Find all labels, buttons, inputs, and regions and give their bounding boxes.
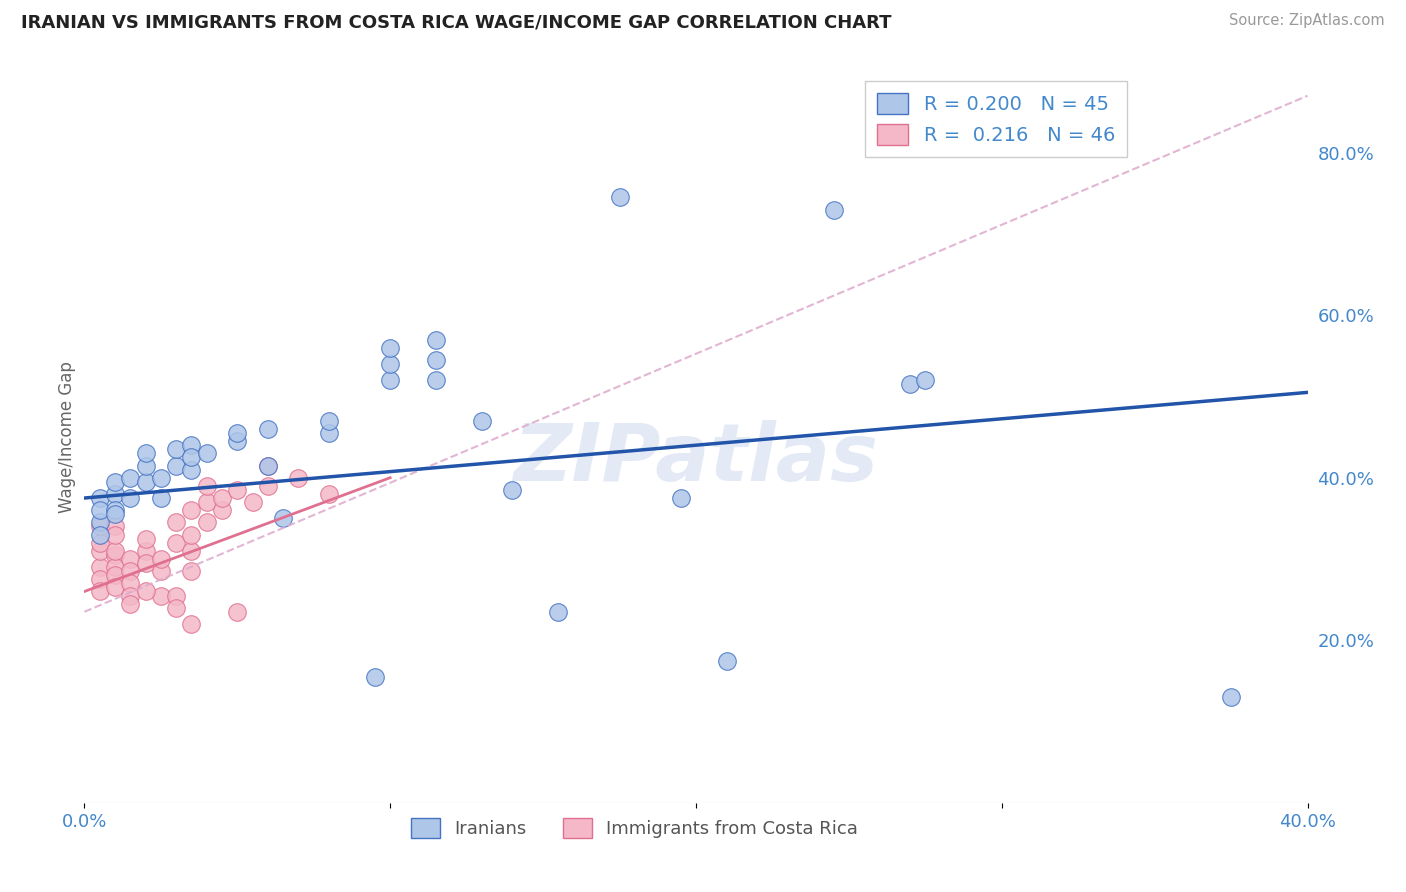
- Point: [195, 516, 218, 530]
- Text: Source: ZipAtlas.com: Source: ZipAtlas.com: [1229, 13, 1385, 29]
- Point: [1220, 690, 1243, 705]
- Point: [165, 600, 187, 615]
- Point: [287, 471, 309, 485]
- Point: [89, 516, 111, 530]
- Point: [380, 373, 402, 387]
- Point: [364, 670, 387, 684]
- Point: [669, 491, 692, 505]
- Point: [471, 414, 494, 428]
- Point: [547, 605, 569, 619]
- Point: [104, 475, 127, 489]
- Point: [120, 491, 142, 505]
- Point: [120, 471, 142, 485]
- Point: [318, 425, 340, 440]
- Point: [89, 544, 111, 558]
- Point: [211, 491, 233, 505]
- Point: [120, 576, 142, 591]
- Point: [135, 446, 157, 460]
- Point: [195, 495, 218, 509]
- Point: [104, 560, 127, 574]
- Point: [380, 341, 402, 355]
- Point: [257, 479, 280, 493]
- Point: [165, 458, 187, 473]
- Point: [104, 544, 127, 558]
- Point: [226, 605, 249, 619]
- Point: [165, 516, 187, 530]
- Point: [104, 487, 127, 501]
- Point: [180, 438, 202, 452]
- Point: [120, 589, 142, 603]
- Point: [226, 425, 249, 440]
- Point: [104, 568, 127, 582]
- Point: [120, 564, 142, 578]
- Point: [226, 434, 249, 449]
- Point: [257, 458, 280, 473]
- Point: [89, 572, 111, 586]
- Point: [180, 564, 202, 578]
- Point: [165, 589, 187, 603]
- Point: [242, 495, 264, 509]
- Point: [89, 503, 111, 517]
- Point: [104, 503, 127, 517]
- Point: [165, 535, 187, 549]
- Point: [257, 422, 280, 436]
- Point: [318, 414, 340, 428]
- Point: [226, 483, 249, 497]
- Point: [211, 503, 233, 517]
- Point: [425, 333, 447, 347]
- Point: [425, 352, 447, 367]
- Point: [380, 357, 402, 371]
- Point: [195, 479, 218, 493]
- Point: [120, 552, 142, 566]
- Point: [180, 450, 202, 465]
- Point: [180, 503, 202, 517]
- Text: IRANIAN VS IMMIGRANTS FROM COSTA RICA WAGE/INCOME GAP CORRELATION CHART: IRANIAN VS IMMIGRANTS FROM COSTA RICA WA…: [21, 13, 891, 31]
- Point: [149, 552, 172, 566]
- Point: [195, 446, 218, 460]
- Point: [89, 527, 111, 541]
- Point: [425, 373, 447, 387]
- Point: [180, 527, 202, 541]
- Text: ZIPatlas: ZIPatlas: [513, 420, 879, 498]
- Point: [180, 617, 202, 632]
- Point: [104, 581, 127, 595]
- Point: [180, 462, 202, 476]
- Point: [135, 544, 157, 558]
- Point: [89, 584, 111, 599]
- Point: [120, 597, 142, 611]
- Point: [149, 564, 172, 578]
- Point: [609, 190, 631, 204]
- Y-axis label: Wage/Income Gap: Wage/Income Gap: [58, 361, 76, 513]
- Point: [89, 535, 111, 549]
- Point: [135, 475, 157, 489]
- Point: [104, 519, 127, 533]
- Point: [257, 458, 280, 473]
- Point: [180, 544, 202, 558]
- Point: [135, 458, 157, 473]
- Point: [135, 584, 157, 599]
- Point: [823, 202, 845, 217]
- Point: [89, 519, 111, 533]
- Point: [89, 560, 111, 574]
- Point: [149, 589, 172, 603]
- Point: [89, 491, 111, 505]
- Point: [149, 471, 172, 485]
- Point: [165, 442, 187, 457]
- Point: [149, 491, 172, 505]
- Point: [135, 532, 157, 546]
- Legend: Iranians, Immigrants from Costa Rica: Iranians, Immigrants from Costa Rica: [404, 811, 866, 845]
- Point: [271, 511, 294, 525]
- Point: [318, 487, 340, 501]
- Point: [716, 654, 738, 668]
- Point: [135, 556, 157, 570]
- Point: [914, 373, 936, 387]
- Point: [104, 527, 127, 541]
- Point: [104, 508, 127, 522]
- Point: [502, 483, 524, 497]
- Point: [898, 377, 921, 392]
- Point: [104, 548, 127, 562]
